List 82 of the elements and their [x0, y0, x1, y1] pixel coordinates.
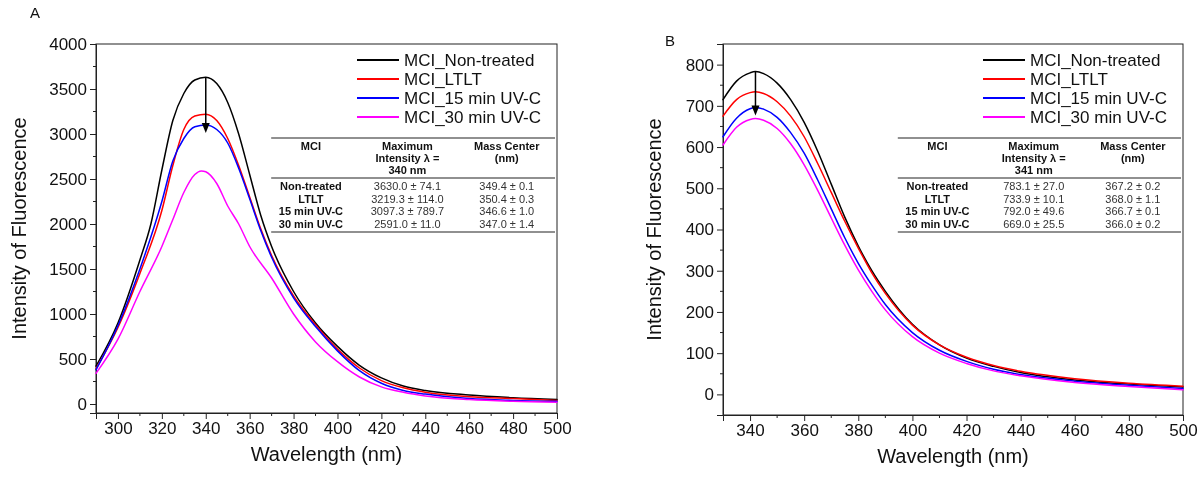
x-tick-label: 340 — [192, 419, 221, 439]
legend-label: MCI_15 min UV-C — [1030, 89, 1167, 108]
annotation: Maximum Intensity λ = 340 nm — [375, 140, 440, 176]
x-tick-label: 500 — [1169, 421, 1198, 441]
x-tick-label: 460 — [1061, 421, 1090, 441]
y-tick-label: 700 — [685, 96, 714, 116]
y-tick-label: 1500 — [49, 259, 87, 279]
legend-label: MCI_LTLT — [404, 70, 482, 89]
legend-label: MCI_LTLT — [1030, 70, 1108, 89]
x-tick-label: 480 — [499, 419, 528, 439]
x-tick-label: 460 — [455, 419, 484, 439]
y-tick-label: 500 — [685, 179, 714, 199]
annotation: 30 min UV-C — [278, 217, 344, 230]
chart-title: A — [30, 4, 41, 21]
y-tick-label: 600 — [685, 138, 714, 157]
x-tick-label: 400 — [898, 421, 928, 441]
annotation: 669.0 ± 25.5 — [1003, 217, 1065, 230]
x-tick-label: 360 — [790, 421, 819, 441]
y-tick-label: 2000 — [49, 214, 87, 234]
annotation: 349.4 ± 0.1 — [479, 180, 535, 192]
annotation: 3630.0 ± 74.1 — [373, 180, 442, 192]
y-tick-label: 4000 — [49, 34, 87, 54]
x-tick-label: 500 — [543, 419, 572, 439]
annotation: 350.4 ± 0.3 — [479, 192, 535, 205]
y-axis-title: Intensity of Fluorescence — [8, 117, 30, 340]
y-tick-label: 2500 — [49, 169, 87, 189]
annotation: Mass Center (nm) — [474, 140, 541, 164]
annotation: Maximum Intensity λ = 341 nm — [1001, 140, 1066, 176]
y-tick-label: 800 — [685, 55, 714, 75]
annotation: 366.7 ± 0.1 — [1105, 205, 1161, 217]
annotation: MCI — [927, 140, 948, 152]
annotation: 366.0 ± 0.2 — [1105, 217, 1161, 230]
annotation: 368.0 ± 1.1 — [1105, 192, 1161, 205]
y-tick-label: 100 — [685, 344, 714, 364]
annotation: 2591.0 ± 11.0 — [374, 217, 441, 230]
x-tick-label: 360 — [235, 419, 265, 439]
legend-label: MCI_Non-treated — [1030, 51, 1161, 70]
x-axis-title: Wavelength (nm) — [877, 445, 1029, 467]
y-tick-label: 0 — [77, 394, 87, 414]
x-tick-label: 420 — [952, 421, 982, 441]
y-axis-title: Intensity of Fluorescence — [643, 118, 665, 341]
x-tick-label: 400 — [323, 419, 353, 439]
annotation: 347.0 ± 1.4 — [479, 217, 535, 230]
x-tick-label: 380 — [844, 421, 873, 441]
chart-title: B — [665, 32, 676, 49]
annotation: LTLT — [924, 192, 951, 205]
y-tick-label: 3500 — [49, 79, 87, 99]
annotation: 783.1 ± 27.0 — [1003, 180, 1065, 192]
y-tick-label: 200 — [685, 302, 714, 322]
y-tick-label: 500 — [58, 349, 87, 369]
annotation: 367.2 ± 0.2 — [1105, 180, 1161, 192]
annotation: 15 min UV-C — [905, 205, 970, 217]
annotation: MCI — [300, 140, 321, 152]
legend-label: MCI_15 min UV-C — [404, 89, 541, 108]
y-tick-label: 300 — [685, 261, 714, 281]
annotation: 3097.3 ± 789.7 — [370, 205, 445, 217]
x-tick-label: 440 — [411, 419, 440, 439]
annotation: 346.6 ± 1.0 — [479, 205, 535, 217]
y-tick-label: 1000 — [49, 304, 87, 324]
x-tick-label: 340 — [736, 421, 765, 441]
x-tick-label: 320 — [148, 419, 177, 439]
legend-label: MCI_Non-treated — [404, 51, 535, 70]
legend-label: MCI_30 min UV-C — [404, 108, 541, 127]
annotation: 3219.3 ± 114.0 — [371, 192, 444, 205]
annotation: Non-treated — [280, 180, 342, 192]
x-tick-label: 440 — [1006, 421, 1036, 441]
annotation: Mass Center (nm) — [1100, 140, 1167, 164]
y-tick-label: 400 — [685, 220, 714, 240]
x-tick-label: 380 — [279, 419, 309, 439]
x-tick-label: 480 — [1115, 421, 1144, 441]
annotation: 792.0 ± 49.6 — [1003, 205, 1065, 217]
x-tick-label: 300 — [104, 419, 133, 439]
annotation: LTLT — [298, 192, 324, 205]
x-tick-label: 420 — [367, 419, 397, 439]
x-axis-title: Wavelength (nm) — [250, 443, 403, 465]
y-tick-label: 0 — [704, 385, 714, 405]
legend-label: MCI_30 min UV-C — [1030, 108, 1167, 127]
annotation: Non-treated — [906, 180, 969, 192]
annotation: 733.9 ± 10.1 — [1003, 192, 1065, 205]
annotation: 15 min UV-C — [278, 205, 344, 217]
annotation: 30 min UV-C — [905, 217, 970, 230]
y-tick-label: 3000 — [49, 124, 87, 144]
